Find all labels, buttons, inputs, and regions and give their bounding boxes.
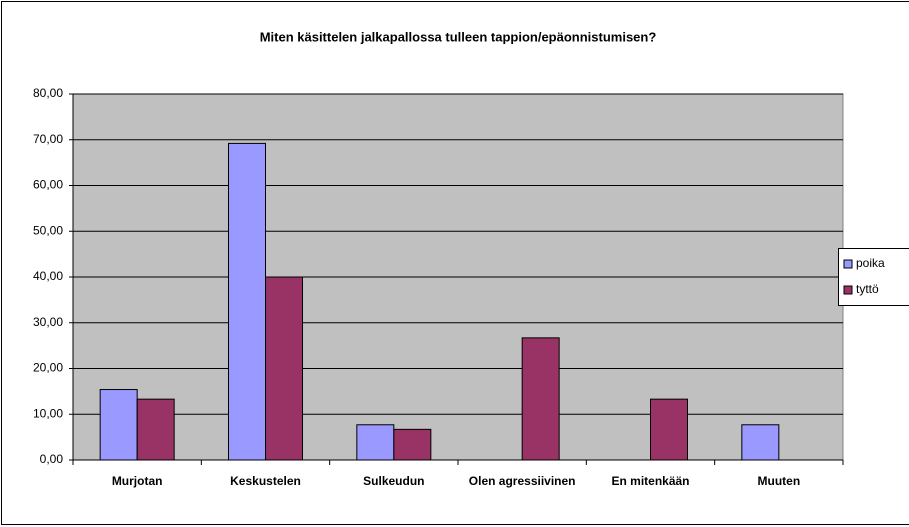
bar bbox=[521, 337, 560, 461]
x-tick-label: Sulkeudun bbox=[363, 474, 425, 488]
x-tick-label: Murjotan bbox=[111, 474, 163, 488]
legend-swatch bbox=[843, 259, 853, 269]
y-tick-label: 70,00 bbox=[33, 132, 63, 146]
bar bbox=[265, 276, 303, 461]
bar bbox=[650, 398, 688, 461]
bar bbox=[99, 389, 138, 461]
bar bbox=[741, 424, 780, 461]
y-tick-label: 60,00 bbox=[33, 178, 63, 192]
chart-title: Miten käsittelen jalkapallossa tulleen t… bbox=[260, 29, 657, 44]
x-tick-label: Muuten bbox=[757, 474, 801, 488]
y-tick-label: 80,00 bbox=[33, 86, 63, 100]
y-tick-label: 0,00 bbox=[40, 452, 64, 466]
y-tick-label: 30,00 bbox=[33, 315, 63, 329]
y-tick-label: 20,00 bbox=[33, 361, 63, 375]
bar bbox=[356, 424, 395, 461]
y-tick-label: 50,00 bbox=[33, 223, 63, 237]
bar bbox=[136, 398, 175, 461]
legend-box bbox=[838, 248, 909, 306]
y-tick-label: 10,00 bbox=[33, 406, 63, 420]
legend-swatch bbox=[843, 285, 853, 295]
bar bbox=[228, 142, 266, 461]
y-tick-label: 40,00 bbox=[33, 269, 63, 283]
legend-label: poika bbox=[856, 256, 885, 270]
legend-label: tyttö bbox=[856, 282, 879, 296]
bar bbox=[393, 428, 432, 461]
x-tick-label: En mitenkään bbox=[611, 474, 690, 488]
x-tick-label: Olen agressiivinen bbox=[468, 474, 576, 488]
x-tick-label: Keskustelen bbox=[230, 474, 301, 488]
